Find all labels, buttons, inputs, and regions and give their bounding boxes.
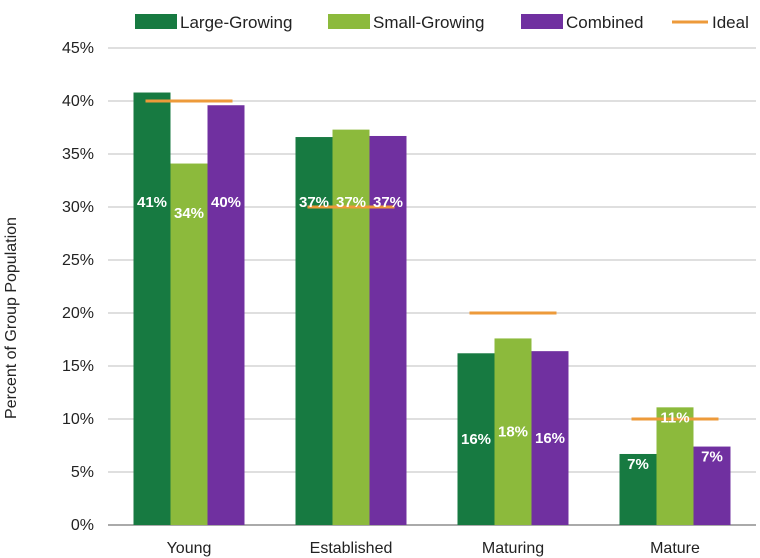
x-category-label: Young [167, 540, 212, 557]
legend-item-small-growing: Small-Growing [328, 13, 484, 32]
legend-item-combined: Combined [521, 13, 644, 32]
bar-combined-maturing [531, 351, 569, 525]
bar-small-growing-young [170, 163, 208, 526]
data-label: 34% [174, 205, 204, 222]
bar-large-growing-mature [619, 453, 657, 525]
data-labels: 41% 34% 40% 37% 37% 37% 16% 18% 16% 7% 11% 7% [137, 194, 723, 473]
legend-label: Ideal [712, 13, 749, 32]
y-tick-label: 20% [62, 305, 94, 322]
y-tick-label: 40% [62, 93, 94, 110]
legend-label: Combined [566, 13, 644, 32]
bar-small-growing-mature [656, 407, 694, 525]
x-category-label: Maturing [482, 540, 544, 557]
x-category-label: Established [310, 540, 393, 557]
legend-item-large-growing: Large-Growing [135, 13, 292, 32]
bar-large-growing-maturing [457, 353, 495, 525]
data-label: 16% [461, 431, 491, 448]
legend-swatch [135, 14, 177, 29]
data-label: 11% [660, 409, 689, 426]
legend-label: Large-Growing [180, 13, 292, 32]
data-label: 37% [299, 194, 329, 211]
x-category-label: Mature [650, 540, 700, 557]
legend: Large-Growing Small-Growing Combined Ideal [135, 13, 749, 32]
y-tick-label: 45% [62, 40, 94, 57]
y-tick-label: 10% [62, 411, 94, 428]
bar-combined-mature [693, 446, 731, 525]
y-tick-label: 25% [62, 252, 94, 269]
bar-small-growing-established [332, 129, 370, 525]
legend-item-ideal: Ideal [672, 13, 749, 32]
legend-label: Small-Growing [373, 13, 484, 32]
bar-large-growing-young [133, 92, 171, 526]
data-label: 7% [627, 456, 649, 473]
data-label: 37% [336, 194, 366, 211]
y-tick-label: 15% [62, 358, 94, 375]
bars [133, 92, 731, 526]
data-label: 18% [498, 424, 528, 441]
data-label: 16% [535, 430, 565, 447]
bar-large-growing-established [295, 137, 333, 526]
bar-combined-established [369, 135, 407, 526]
bar-small-growing-maturing [494, 338, 532, 525]
y-tick-label: 5% [71, 464, 94, 481]
bar-combined-young [207, 105, 245, 526]
legend-swatch [521, 14, 563, 29]
y-tick-label: 0% [71, 517, 94, 534]
data-label: 40% [211, 194, 241, 211]
y-tick-label: 30% [62, 199, 94, 216]
ideal-markers [145, 99, 719, 421]
y-axis-ticks: 0% 5% 10% 15% 20% 25% 30% 35% 40% 45% [62, 40, 94, 534]
data-label: 37% [373, 194, 403, 211]
legend-swatch [328, 14, 370, 29]
y-tick-label: 35% [62, 146, 94, 163]
data-label: 7% [701, 449, 723, 466]
x-axis-categories: Young Established Maturing Mature [167, 540, 700, 557]
y-axis-label: Percent of Group Population [3, 217, 20, 419]
data-label: 41% [137, 194, 167, 211]
